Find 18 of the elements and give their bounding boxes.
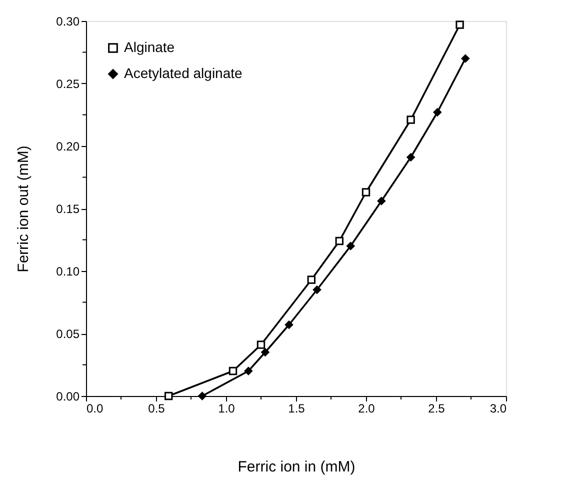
legend-label: Alginate (124, 39, 175, 55)
x-tick-label: 0.5 (148, 402, 166, 416)
x-tick-label: 2.0 (358, 402, 376, 416)
x-axis-title: Ferric ion in (mM) (238, 458, 356, 476)
y-tick-label: 0.00 (56, 390, 80, 404)
y-tick-label: 0.10 (56, 264, 80, 278)
y-tick-label: 0.25 (56, 77, 80, 91)
y-tick-label: 0.05 (56, 327, 80, 341)
y-tick-label: 0.20 (56, 140, 80, 154)
x-tick-label: 0.0 (86, 402, 104, 416)
y-tick-label: 0.30 (56, 14, 80, 28)
y-axis-title: Ferric ion out (mM) (15, 146, 32, 272)
x-tick-label: 1.0 (218, 402, 236, 416)
y-tick-label: 0.15 (56, 202, 80, 216)
x-tick-label: 1.5 (288, 402, 306, 416)
legend-label: Acetylated alginate (124, 65, 243, 81)
x-tick-label: 3.0 (490, 402, 507, 416)
x-tick-label: 2.5 (428, 402, 446, 416)
